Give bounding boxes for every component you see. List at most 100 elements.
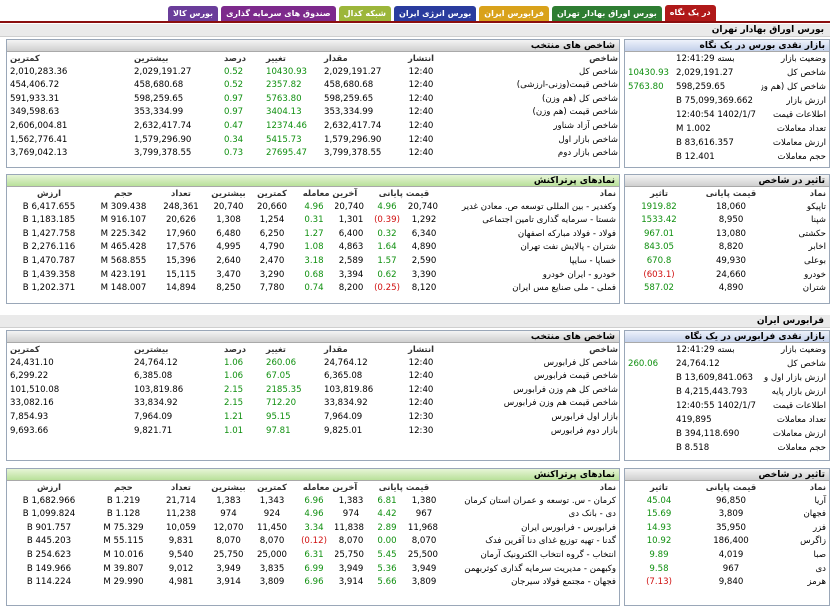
tab-0[interactable]: در یک نگاه [664,5,716,21]
impact-symbol[interactable]: بوعلی [804,255,826,266]
symbols-symbol[interactable]: گدنا - تهیه توزیع غذای دنا آفرین فدک [485,536,616,547]
symbols-row[interactable]: شستا - سرمایه گذاری تامین اجتماعی 1,292 (0… [7,214,619,228]
symbols-symbol[interactable]: شستا - سرمایه گذاری تامین اجتماعی [482,215,616,226]
impact-symbol[interactable]: صبا [813,549,826,560]
indices-name[interactable]: شاخص بازار اول [558,134,618,145]
symbols-symbol[interactable]: دی - بانک دی [568,509,617,520]
symbols-row[interactable]: دی - بانک دی 967 4.42 974 4.96 924 974 11,238 1.… [7,508,619,522]
indices-row[interactable]: شاخص بازار اول 12:40 1,579,296.90 5415.73 0.… [7,134,619,148]
symbols-row[interactable]: خودرو - ایران خودرو 3,390 0.62 3,394 0.68 3,2… [7,269,619,283]
market-row: شاخص کل (هم وزن) 598,259.65 5763.80 [625,80,829,94]
symbols-row[interactable]: وکبهمن - مدیریت سرمایه گذاری کوثربهمن 3,9… [7,563,619,577]
symbols-row[interactable]: شتران - پالایش نفت تهران 4,890 1.64 4,863 1.… [7,241,619,255]
impact-row[interactable]: هرمز 9,840 (7.13) [625,576,829,590]
indices-row[interactable]: بازار دوم فرابورس 12:30 9,825.01 97.81 1.01 9… [7,425,619,439]
symbols-row[interactable]: فجهان - مجتمع فولاد سیرجان 3,809 5.66 3,914… [7,576,619,590]
impact-row[interactable]: اخابر 8,820 843.05 [625,241,829,255]
indices-name[interactable]: شاخص کل فرابورس [543,357,618,368]
indices-name[interactable]: شاخص قیمت(وزنی-ارزشی) [516,80,618,91]
tab-6[interactable]: بورس کالا [168,6,219,21]
impact-price: 3,809 [718,509,744,520]
symbols-row[interactable]: انتخاب - گروه انتخاب الکترونیک آرمان 25,5… [7,549,619,563]
market-label: اطلاعات قیمت [772,110,826,120]
indices-row[interactable]: شاخص کل هم وزن فرابورس 12:40 103,819.86 218… [7,384,619,398]
impact-symbol[interactable]: زاگرس [800,536,826,547]
indices-row[interactable]: شاخص قیمت هم وزن فرابورس 12:40 33,834.92 71… [7,397,619,411]
indices-row[interactable]: شاخص قیمت (هم وزن) 12:40 353,334.99 3404.13… [7,106,619,120]
symbols-symbol[interactable]: فملی - ملی صنایع مس ایران [512,283,616,294]
indices-row[interactable]: شاخص کل فرابورس 12:40 24,764.12 260.06 1.06 2… [7,357,619,371]
impact-price: 18,060 [715,201,747,212]
indices-row[interactable]: شاخص بازار دوم 12:40 3,799,378.55 27695.47 0… [7,147,619,161]
impact-symbol[interactable]: خودرو [804,269,826,280]
symbols-row[interactable]: خساپا - سایپا 2,590 1.57 2,589 3.18 2,470 2,64… [7,255,619,269]
indices-name[interactable]: شاخص قیمت هم وزن فرابورس [503,398,618,409]
indices-row[interactable]: شاخص کل (هم وزن) 12:40 598,259.65 5763.80 0.… [7,93,619,107]
symbols-row[interactable]: کرمان - س. توسعه و عمران استان کرمان 1,38… [7,495,619,509]
symbols-symbol[interactable]: وکغدیر - بین المللی توسعه ص. معادن غدیر [461,201,616,212]
indices-name[interactable]: شاخص قیمت فرابورس [534,371,618,382]
impact-effect: 9.89 [649,549,669,560]
symbols-row[interactable]: فولاد - فولاد مبارکه اصفهان 6,340 0.32 6,40… [7,228,619,242]
symbols-symbol[interactable]: وکبهمن - مدیریت سرمایه گذاری کوثربهمن [464,563,616,574]
impact-symbol[interactable]: حکشتی [798,228,826,239]
impact-row[interactable]: شپنا 8,950 1533.42 [625,214,829,228]
impact-row[interactable]: خودرو 24,660 (603.1) [625,269,829,283]
impact-symbol[interactable]: تاپیکو [806,201,826,212]
impact-row[interactable]: فجهان 3,809 15.69 [625,508,829,522]
tab-4[interactable]: شبکه کدال [338,6,392,21]
symbols-row[interactable]: گدنا - تهیه توزیع غذای دنا آفرین فدک 8,07… [7,535,619,549]
indices-row[interactable]: شاخص آزاد شناور 12:40 2,632,417.74 12374.46… [7,120,619,134]
indices-row[interactable]: شاخص قیمت(وزنی-ارزشی) 12:40 458,680.68 2357… [7,79,619,93]
symbols-symbol[interactable]: کرمان - س. توسعه و عمران استان کرمان [464,495,616,506]
indices-name[interactable]: شاخص آزاد شناور [553,120,618,131]
impact-row[interactable]: زاگرس 186,400 10.92 [625,535,829,549]
impact-row[interactable]: دی 967 9.58 [625,563,829,577]
indices-name[interactable]: شاخص بازار دوم [557,148,618,159]
impact-row[interactable]: صبا 4,019 9.89 [625,549,829,563]
indices-name[interactable]: بازار اول فرابورس [551,411,618,422]
tab-5[interactable]: صندوق های سرمایه گذاری [221,6,336,21]
symbols-symbol[interactable]: خساپا - سایپا [569,255,616,266]
market-value: 83,616.357 B [676,138,734,148]
indices-header-value: مقدار [324,344,348,354]
symbols-symbol[interactable]: فولاد - فولاد مبارکه اصفهان [517,228,616,239]
symbols-symbol[interactable]: فرابورس - فرابورس ایران [521,522,616,533]
symbols-symbol[interactable]: انتخاب - گروه انتخاب الکترونیک آرمان [480,549,617,560]
symbols-symbol[interactable]: فجهان - مجتمع فولاد سیرجان [511,577,616,588]
indices-name[interactable]: شاخص کل (هم وزن) [541,93,618,104]
impact-symbol[interactable]: اخابر [808,242,826,253]
symbols-row[interactable]: فملی - ملی صنایع مس ایران 8,120 (0.25) 8,20… [7,282,619,296]
indices-row[interactable]: شاخص کل 12:40 2,029,191.27 10430.93 0.52 2,02… [7,66,619,80]
tab-1[interactable]: بورس اوراق بهادار تهران [551,6,662,21]
indices-name[interactable]: شاخص کل [579,66,618,77]
tab-3[interactable]: بورس انرژی ایران [394,6,477,21]
symbols-min: 20,660 [256,201,288,212]
impact-symbol[interactable]: فزر [813,522,826,533]
indices-row[interactable]: بازار اول فرابورس 12:30 7,964.09 95.15 1.21 7… [7,411,619,425]
symbols-row[interactable]: وکغدیر - بین المللی توسعه ص. معادن غدیر 2… [7,201,619,215]
impact-row[interactable]: بوعلی 49,930 670.8 [625,255,829,269]
symbols-row[interactable]: فرابورس - فرابورس ایران 11,968 2.89 11,838 3… [7,522,619,536]
impact-price: 9,840 [718,577,744,588]
impact-symbol[interactable]: فجهان [803,509,826,520]
impact-row[interactable]: آریا 96,850 45.04 [625,495,829,509]
impact-row[interactable]: تاپیکو 18,060 1919.82 [625,201,829,215]
indices-row[interactable]: شاخص قیمت فرابورس 12:40 6,365.08 67.05 1.06 6… [7,370,619,384]
indices-name[interactable]: بازار دوم فرابورس [550,425,618,436]
impact-row[interactable]: فزر 35,950 14.93 [625,522,829,536]
impact-symbol[interactable]: شپنا [810,215,826,226]
impact-symbol[interactable]: آریا [814,495,826,506]
symbols-symbol[interactable]: شتران - پالایش نفت تهران [520,242,617,253]
impact-row[interactable]: شتران 4,890 587.02 [625,282,829,296]
indices-name[interactable]: شاخص قیمت (هم وزن) [532,107,618,118]
impact-symbol[interactable]: هرمز [807,577,826,588]
symbols-value: 1,202.371 B [22,283,76,294]
symbols-header-volume: حجم [114,482,133,492]
tab-2[interactable]: فرابورس ایران [479,6,549,21]
symbols-symbol[interactable]: خودرو - ایران خودرو [542,269,616,280]
impact-symbol[interactable]: دی [815,563,826,574]
indices-name[interactable]: شاخص کل هم وزن فرابورس [513,384,618,395]
impact-symbol[interactable]: شتران [802,283,826,294]
impact-row[interactable]: حکشتی 13,080 967.01 [625,228,829,242]
